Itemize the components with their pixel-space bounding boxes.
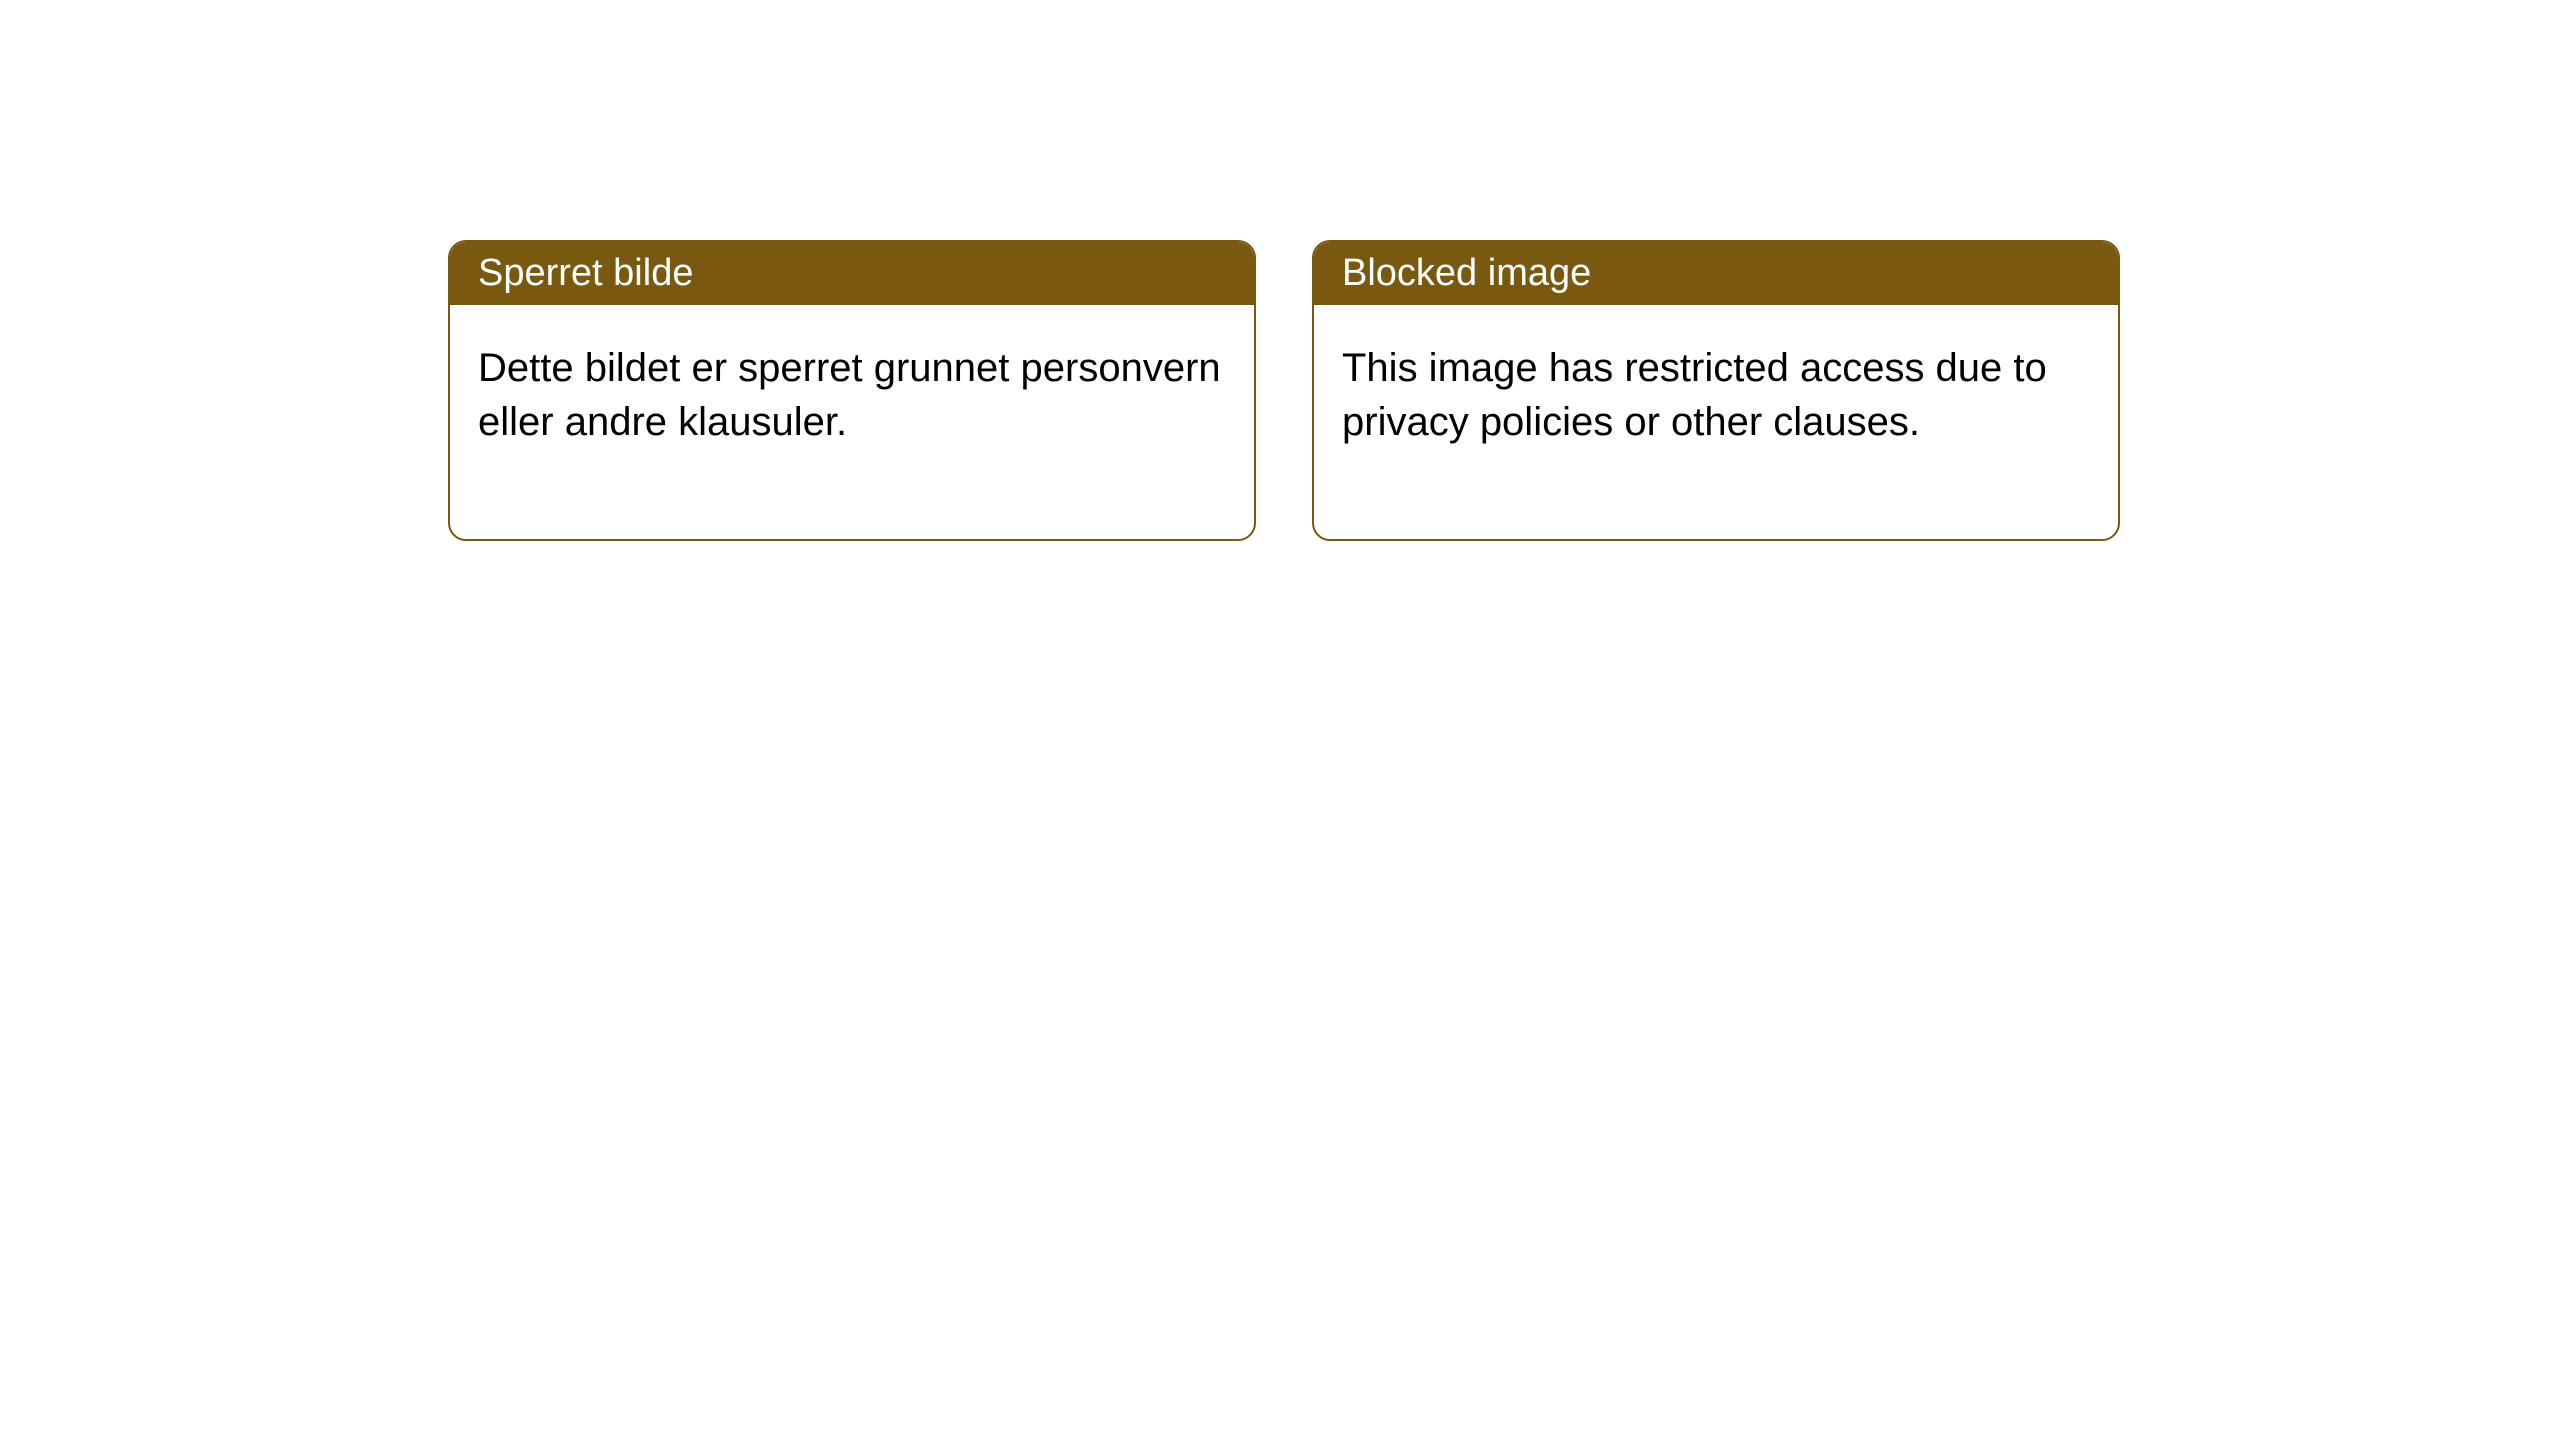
notice-card-body-text: Dette bildet er sperret grunnet personve… — [478, 346, 1221, 444]
notice-card-title: Sperret bilde — [478, 252, 693, 294]
notice-card-body-text: This image has restricted access due to … — [1342, 346, 2047, 444]
notice-card-header: Blocked image — [1314, 242, 2118, 305]
notice-cards-container: Sperret bilde Dette bildet er sperret gr… — [0, 0, 2560, 541]
notice-card-header: Sperret bilde — [450, 242, 1254, 305]
notice-card-body: This image has restricted access due to … — [1314, 305, 2118, 539]
notice-card-title: Blocked image — [1342, 252, 1591, 294]
notice-card-body: Dette bildet er sperret grunnet personve… — [450, 305, 1254, 539]
notice-card-english: Blocked image This image has restricted … — [1312, 240, 2120, 541]
notice-card-norwegian: Sperret bilde Dette bildet er sperret gr… — [448, 240, 1256, 541]
